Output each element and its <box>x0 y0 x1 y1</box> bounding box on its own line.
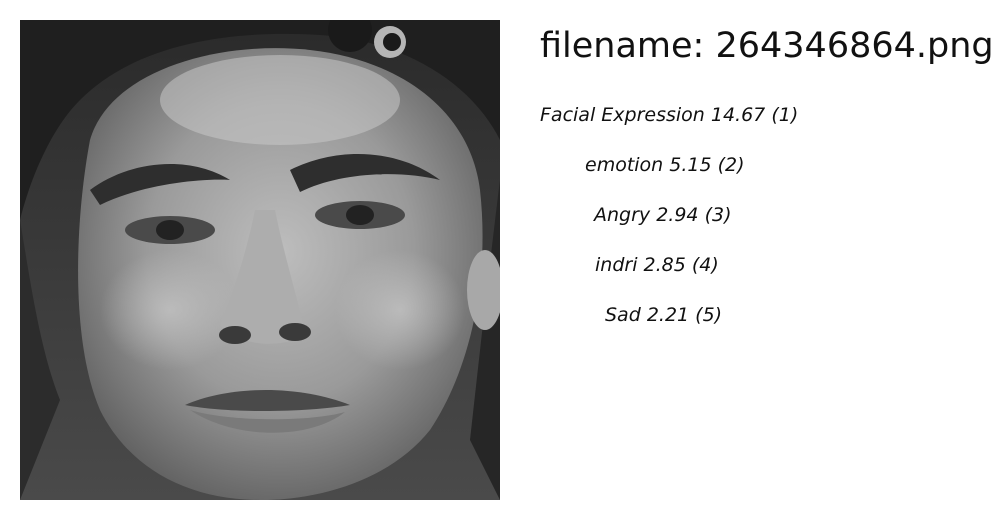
prediction-rank: (4) <box>691 254 719 276</box>
prediction-label: Angry <box>594 204 651 226</box>
face-photo <box>20 20 500 500</box>
prediction-rank: (1) <box>771 104 799 126</box>
prediction-rank: (2) <box>717 154 745 176</box>
prediction-1: Facial Expression 14.67 (1) <box>540 103 798 127</box>
prediction-2: emotion 5.15 (2) <box>585 153 745 177</box>
prediction-score: 14.67 <box>710 104 766 126</box>
prediction-3: Angry 2.94 (3) <box>594 203 731 227</box>
prediction-label: indri <box>595 254 638 276</box>
prediction-rank: (5) <box>695 304 723 326</box>
prediction-score: 2.21 <box>646 304 690 326</box>
prediction-score: 5.15 <box>669 154 712 176</box>
prediction-label: emotion <box>585 154 664 176</box>
face-photo-drawing <box>20 20 500 500</box>
prediction-label: Sad <box>605 304 641 326</box>
prediction-score: 2.94 <box>656 204 699 226</box>
filename-title: filename: 264346864.png <box>540 26 994 66</box>
prediction-score: 2.85 <box>643 254 686 276</box>
prediction-4: indri 2.85 (4) <box>595 253 719 277</box>
prediction-rank: (3) <box>704 204 732 226</box>
prediction-5: Sad 2.21 (5) <box>605 303 722 327</box>
prediction-label: Facial Expression <box>540 104 705 126</box>
